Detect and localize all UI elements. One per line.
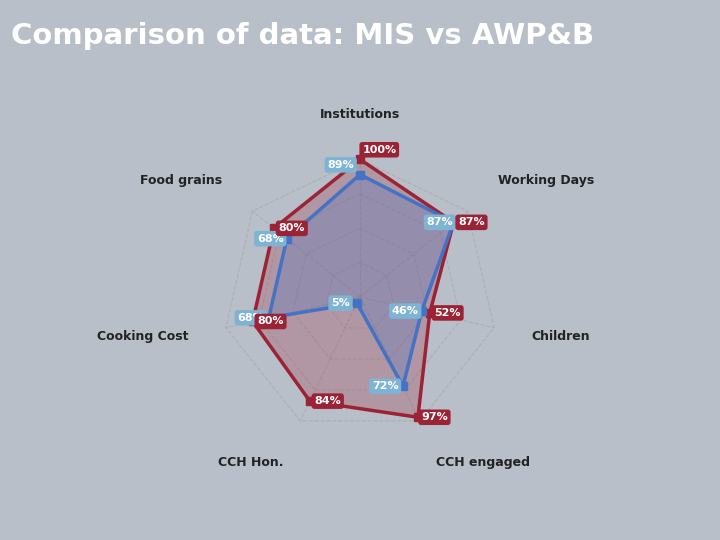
Text: Institutions: Institutions bbox=[320, 108, 400, 121]
Text: 46%: 46% bbox=[392, 306, 418, 316]
Text: 72%: 72% bbox=[372, 381, 398, 391]
Text: CCH Hon.: CCH Hon. bbox=[218, 456, 284, 469]
Text: 84%: 84% bbox=[315, 396, 341, 406]
Polygon shape bbox=[253, 159, 454, 417]
Text: 97%: 97% bbox=[421, 412, 448, 422]
Text: 68%: 68% bbox=[257, 234, 284, 244]
Text: 5%: 5% bbox=[331, 298, 350, 308]
Text: 89%: 89% bbox=[328, 160, 354, 170]
Text: Working Days: Working Days bbox=[498, 174, 594, 187]
Text: 87%: 87% bbox=[458, 218, 485, 227]
Text: Food grains: Food grains bbox=[140, 174, 222, 187]
Text: 68%: 68% bbox=[238, 313, 264, 323]
Text: CCH engaged: CCH engaged bbox=[436, 456, 531, 469]
Text: Children: Children bbox=[532, 330, 590, 343]
Text: 80%: 80% bbox=[279, 224, 305, 233]
Text: 100%: 100% bbox=[362, 145, 396, 155]
Text: 52%: 52% bbox=[434, 308, 461, 318]
Polygon shape bbox=[269, 174, 454, 386]
Text: 87%: 87% bbox=[426, 218, 453, 227]
Text: 80%: 80% bbox=[257, 316, 284, 327]
Text: Cooking Cost: Cooking Cost bbox=[96, 330, 188, 343]
Text: Comparison of data: MIS vs AWP&B: Comparison of data: MIS vs AWP&B bbox=[11, 23, 594, 50]
